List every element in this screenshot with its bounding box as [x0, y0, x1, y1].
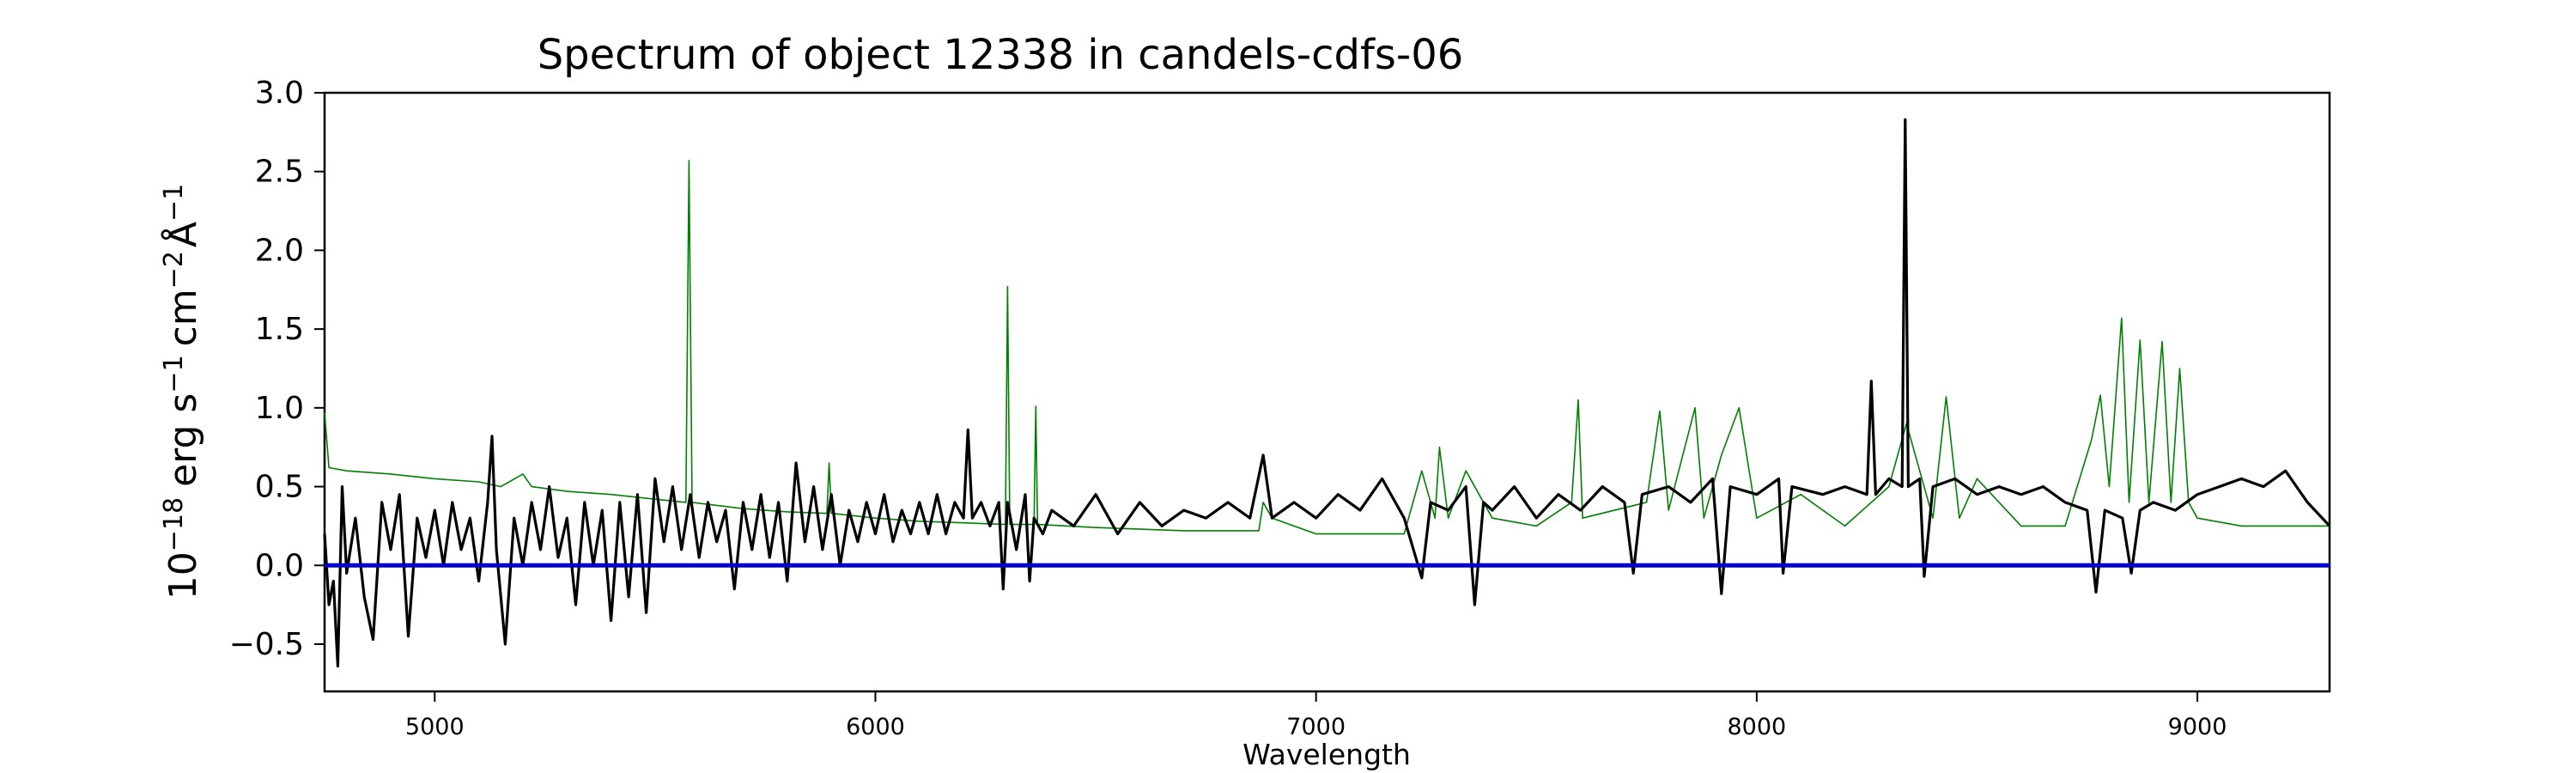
x-tick-label: 9000	[2168, 714, 2227, 740]
y-label-s-exp: −1	[159, 355, 189, 393]
y-tick-label: 3.0	[255, 76, 304, 111]
y-tick-label: 1.0	[255, 391, 304, 426]
y-tick-label: 0.0	[255, 548, 304, 583]
y-label-angstrom: Å	[160, 222, 205, 247]
series-line-0	[324, 160, 2330, 535]
x-tick-label: 6000	[846, 714, 905, 740]
x-axis-label: Wavelength	[1242, 738, 1411, 771]
y-tick-label: 1.5	[255, 312, 304, 347]
y-axis-ticks: −0.5 0.0 0.5 1.0 1.5 2.0 2.5 3.0	[229, 76, 325, 662]
chart-title: Spectrum of object 12338 in candels-cdfs…	[538, 31, 1464, 79]
y-tick-label: 0.5	[255, 470, 304, 505]
series-line-1	[323, 118, 2331, 668]
y-label-ang-exp: −1	[159, 184, 189, 222]
x-tick-label: 7000	[1286, 714, 1346, 740]
y-tick-label: 2.0	[255, 233, 304, 268]
series-layer	[323, 118, 2331, 668]
plot-area	[323, 91, 2331, 693]
y-tick-label: −0.5	[229, 627, 304, 662]
y-label-unit: erg s	[161, 393, 205, 487]
y-label-cm: cm	[161, 289, 205, 346]
x-axis-ticks: 5000 6000 7000 8000 9000	[405, 691, 2227, 740]
y-label-base: 10	[161, 551, 205, 600]
y-label-exp: −18	[159, 497, 189, 551]
x-tick-label: 8000	[1727, 714, 1786, 740]
y-axis-label: 10−18erg s−1cm−2Å−1	[159, 184, 205, 600]
y-label-cm-exp: −2	[159, 251, 189, 289]
y-tick-label: 2.5	[255, 155, 304, 190]
x-tick-label: 5000	[405, 714, 465, 740]
plot-frame	[323, 91, 2331, 693]
